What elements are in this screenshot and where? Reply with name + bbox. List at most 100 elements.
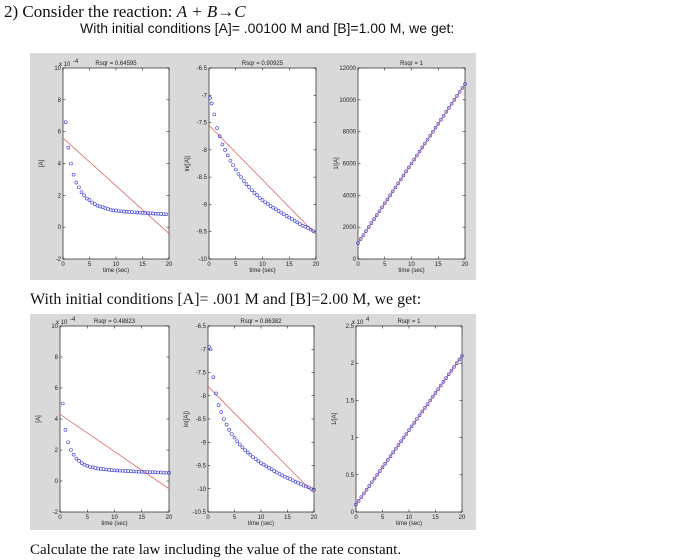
data-point [446,372,451,377]
x-tick-label: 15 [286,262,293,268]
data-point [463,82,467,86]
data-point [415,153,419,158]
x-tick-label: 20 [462,262,469,268]
data-point [374,213,379,218]
data-point [130,210,134,214]
data-point [275,470,279,475]
y-axis-label: [A] [39,160,45,168]
x-tick-label: 20 [311,515,318,521]
data-point [135,210,139,215]
data-point [423,406,427,410]
x-tick-label: 0 [356,262,360,268]
data-point [298,222,302,226]
data-point [74,180,79,185]
data-point [282,212,286,217]
data-point [93,202,97,206]
chart-3: 0 5 10 15 20 0 2000 4000 6000 8000 10000 12000 time … [334,61,469,274]
data-point [225,153,230,158]
data-point [224,422,229,427]
plot-area [62,67,170,260]
data-point [85,196,89,201]
data-point [151,211,155,216]
x-tick-label: 15 [139,262,146,268]
data-point [308,227,313,232]
data-point [272,469,277,473]
data-point [407,165,411,170]
data-point [267,466,271,470]
data-point [369,221,374,225]
data-point [167,470,171,475]
data-point [283,474,287,479]
data-point [438,383,443,388]
y-tick-label: 10 [51,324,58,330]
data-point [417,149,422,154]
data-point [124,209,129,214]
data-point [77,185,81,190]
data-point [284,214,289,218]
data-point [412,420,417,425]
data-point [367,484,372,488]
x-axis-label: time (sec) [398,268,424,274]
data-point [444,109,449,114]
data-point [412,157,416,162]
y-tick-label: -9.5 [196,464,207,470]
y-tick-label: 10 [54,66,61,72]
data-point [74,456,79,461]
data-point [457,357,462,362]
y-tick-label: -2 [53,510,59,516]
data-point [388,193,392,198]
data-point [417,413,422,418]
data-point [215,126,219,130]
data-point [228,158,233,163]
y-tick-label: 0 [353,257,357,263]
data-point [420,145,425,150]
data-point [241,179,246,183]
data-point [298,482,303,486]
data-point [239,175,243,179]
y-tick-label: -10.5 [192,510,206,516]
data-point [208,347,213,352]
data-point [146,211,150,215]
data-point [259,461,263,465]
data-point [216,403,221,407]
plot-area [59,325,170,513]
data-point [240,445,245,450]
data-point [447,105,451,110]
data-point [90,200,94,205]
y-tick-label: 4 [58,162,62,168]
y-tick-label: 12000 [339,66,356,72]
data-point [385,197,390,202]
data-point [404,169,408,174]
data-point [420,409,425,414]
x-axis-label: time (sec) [396,521,422,527]
plot-area [208,67,317,260]
y-axis-label: 1/[A] [334,157,340,170]
data-point [258,196,262,200]
figure-panel-2: 0 5 10 15 20 -2 0 2 4 6 8 10 time (sec) [A] Rsqr = 0.4… [30,314,476,530]
x-tick-label: 5 [233,515,237,521]
x-tick-label: 0 [58,515,62,521]
y-tick-label: -6.5 [197,66,208,72]
data-point [288,477,292,481]
data-point [264,464,269,469]
data-point [143,211,147,215]
data-point [140,211,145,215]
y-tick-label: 10000 [339,98,356,104]
chart-6: 0 5 10 15 20 0 0.5 1 1.5 2 2.5 time (sec) 1/[A] Rsqr … [332,317,466,527]
data-point [436,387,440,392]
data-point [358,237,363,241]
y-axis-label: [A] [36,415,42,423]
data-point [396,443,401,447]
data-point [214,391,218,396]
data-point [208,96,212,100]
data-point [439,117,443,122]
data-point [295,220,300,225]
data-point [425,137,430,142]
y-tick-label: 0 [58,225,62,231]
chart-5: 0 5 10 15 20 -10.5 -10 -9.5 -9 -8.5 -8 -7.5 -7 -6.5 ti… [184,319,318,527]
data-point [452,365,456,369]
data-point [380,465,385,470]
data-point [364,487,369,492]
